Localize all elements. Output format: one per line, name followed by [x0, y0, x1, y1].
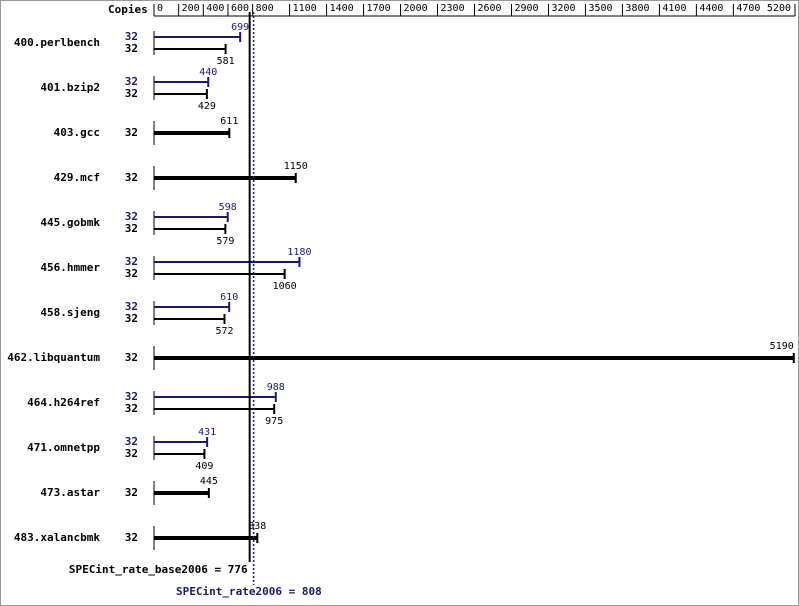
copies-label: 32 [125, 390, 138, 403]
copies-label: 32 [125, 435, 138, 448]
x-tick-label: 2000 [404, 3, 428, 14]
value-label: 429 [198, 101, 216, 112]
copies-label: 32 [125, 30, 138, 43]
bar [154, 356, 794, 360]
value-label: 445 [200, 476, 218, 487]
bar [154, 261, 300, 263]
category-label: 483.xalancbmk [14, 531, 100, 544]
x-tick-label: 1400 [330, 3, 354, 14]
x-tick-label: 3200 [551, 3, 575, 14]
reference-label: SPECint_rate_base2006 = 776 [69, 563, 248, 576]
x-tick-label: 4100 [662, 3, 686, 14]
bar [154, 408, 275, 410]
category-label: 400.perlbench [14, 36, 100, 49]
category-label: 462.libquantum [7, 351, 100, 364]
copies-label: 32 [125, 171, 138, 184]
x-tick-label: 2300 [441, 3, 465, 14]
category-label: 473.astar [40, 486, 100, 499]
copies-label: 32 [125, 531, 138, 544]
value-label: 975 [265, 416, 283, 427]
bar [154, 81, 209, 83]
value-label: 1150 [284, 161, 308, 172]
copies-label: 32 [125, 222, 138, 235]
bar [154, 176, 296, 180]
x-tick-label: 1100 [293, 3, 317, 14]
x-tick-label: 2600 [478, 3, 502, 14]
copies-label: 32 [125, 312, 138, 325]
bar [154, 453, 205, 455]
category-label: 401.bzip2 [40, 81, 100, 94]
copies-label: 32 [125, 351, 138, 364]
copies-label: 32 [125, 87, 138, 100]
category-label: 445.gobmk [40, 216, 100, 229]
value-label: 598 [219, 202, 237, 213]
x-tick-label: 5200 [767, 3, 791, 14]
category-label: 456.hmmer [40, 261, 100, 274]
category-label: 464.h264ref [27, 396, 100, 409]
x-tick-label: 400 [206, 3, 224, 14]
bar [154, 93, 207, 95]
category-label: 403.gcc [54, 126, 100, 139]
x-tick-label: 200 [182, 3, 200, 14]
copies-label: 32 [125, 267, 138, 280]
bar [154, 491, 209, 495]
value-label: 431 [198, 427, 216, 438]
copies-label: 32 [125, 255, 138, 268]
x-tick-label: 800 [256, 3, 274, 14]
value-label: 1060 [273, 281, 297, 292]
value-label: 572 [215, 326, 233, 337]
bar [154, 48, 226, 50]
bar [154, 36, 241, 38]
bar [154, 318, 225, 320]
copies-label: 32 [125, 75, 138, 88]
copies-label: 32 [125, 486, 138, 499]
value-label: 581 [217, 56, 235, 67]
bar [154, 216, 228, 218]
value-label: 409 [195, 461, 213, 472]
value-label: 610 [220, 292, 238, 303]
copies-label: 32 [125, 42, 138, 55]
x-tick-label: 1700 [367, 3, 391, 14]
category-label: 458.sjeng [40, 306, 100, 319]
copies-label: 32 [125, 126, 138, 139]
reference-label: SPECint_rate2006 = 808 [176, 585, 322, 598]
copies-label: 32 [125, 210, 138, 223]
bar [154, 306, 230, 308]
x-tick-label: 2900 [514, 3, 538, 14]
category-label: 429.mcf [54, 171, 100, 184]
bar [154, 441, 208, 443]
x-tick-label: 0 [157, 3, 163, 14]
x-tick-label: 4400 [699, 3, 723, 14]
x-tick-label: 3500 [588, 3, 612, 14]
bar [154, 273, 285, 275]
value-label: 440 [199, 67, 217, 78]
copies-label: 32 [125, 447, 138, 460]
value-label: 1180 [287, 247, 311, 258]
category-label: 471.omnetpp [27, 441, 100, 454]
bar [154, 396, 276, 398]
value-label: 5190 [770, 341, 794, 352]
bar [154, 131, 230, 135]
copies-header: Copies [108, 3, 148, 16]
value-label: 838 [248, 521, 266, 532]
value-label: 988 [267, 382, 285, 393]
x-tick-label: 600 [231, 3, 249, 14]
bar [154, 228, 226, 230]
value-label: 699 [231, 22, 249, 33]
x-tick-label: 3800 [625, 3, 649, 14]
x-tick-label: 4700 [736, 3, 760, 14]
copies-label: 32 [125, 300, 138, 313]
bar [154, 536, 258, 540]
value-label: 611 [220, 116, 238, 127]
value-label: 579 [216, 236, 234, 247]
copies-label: 32 [125, 402, 138, 415]
